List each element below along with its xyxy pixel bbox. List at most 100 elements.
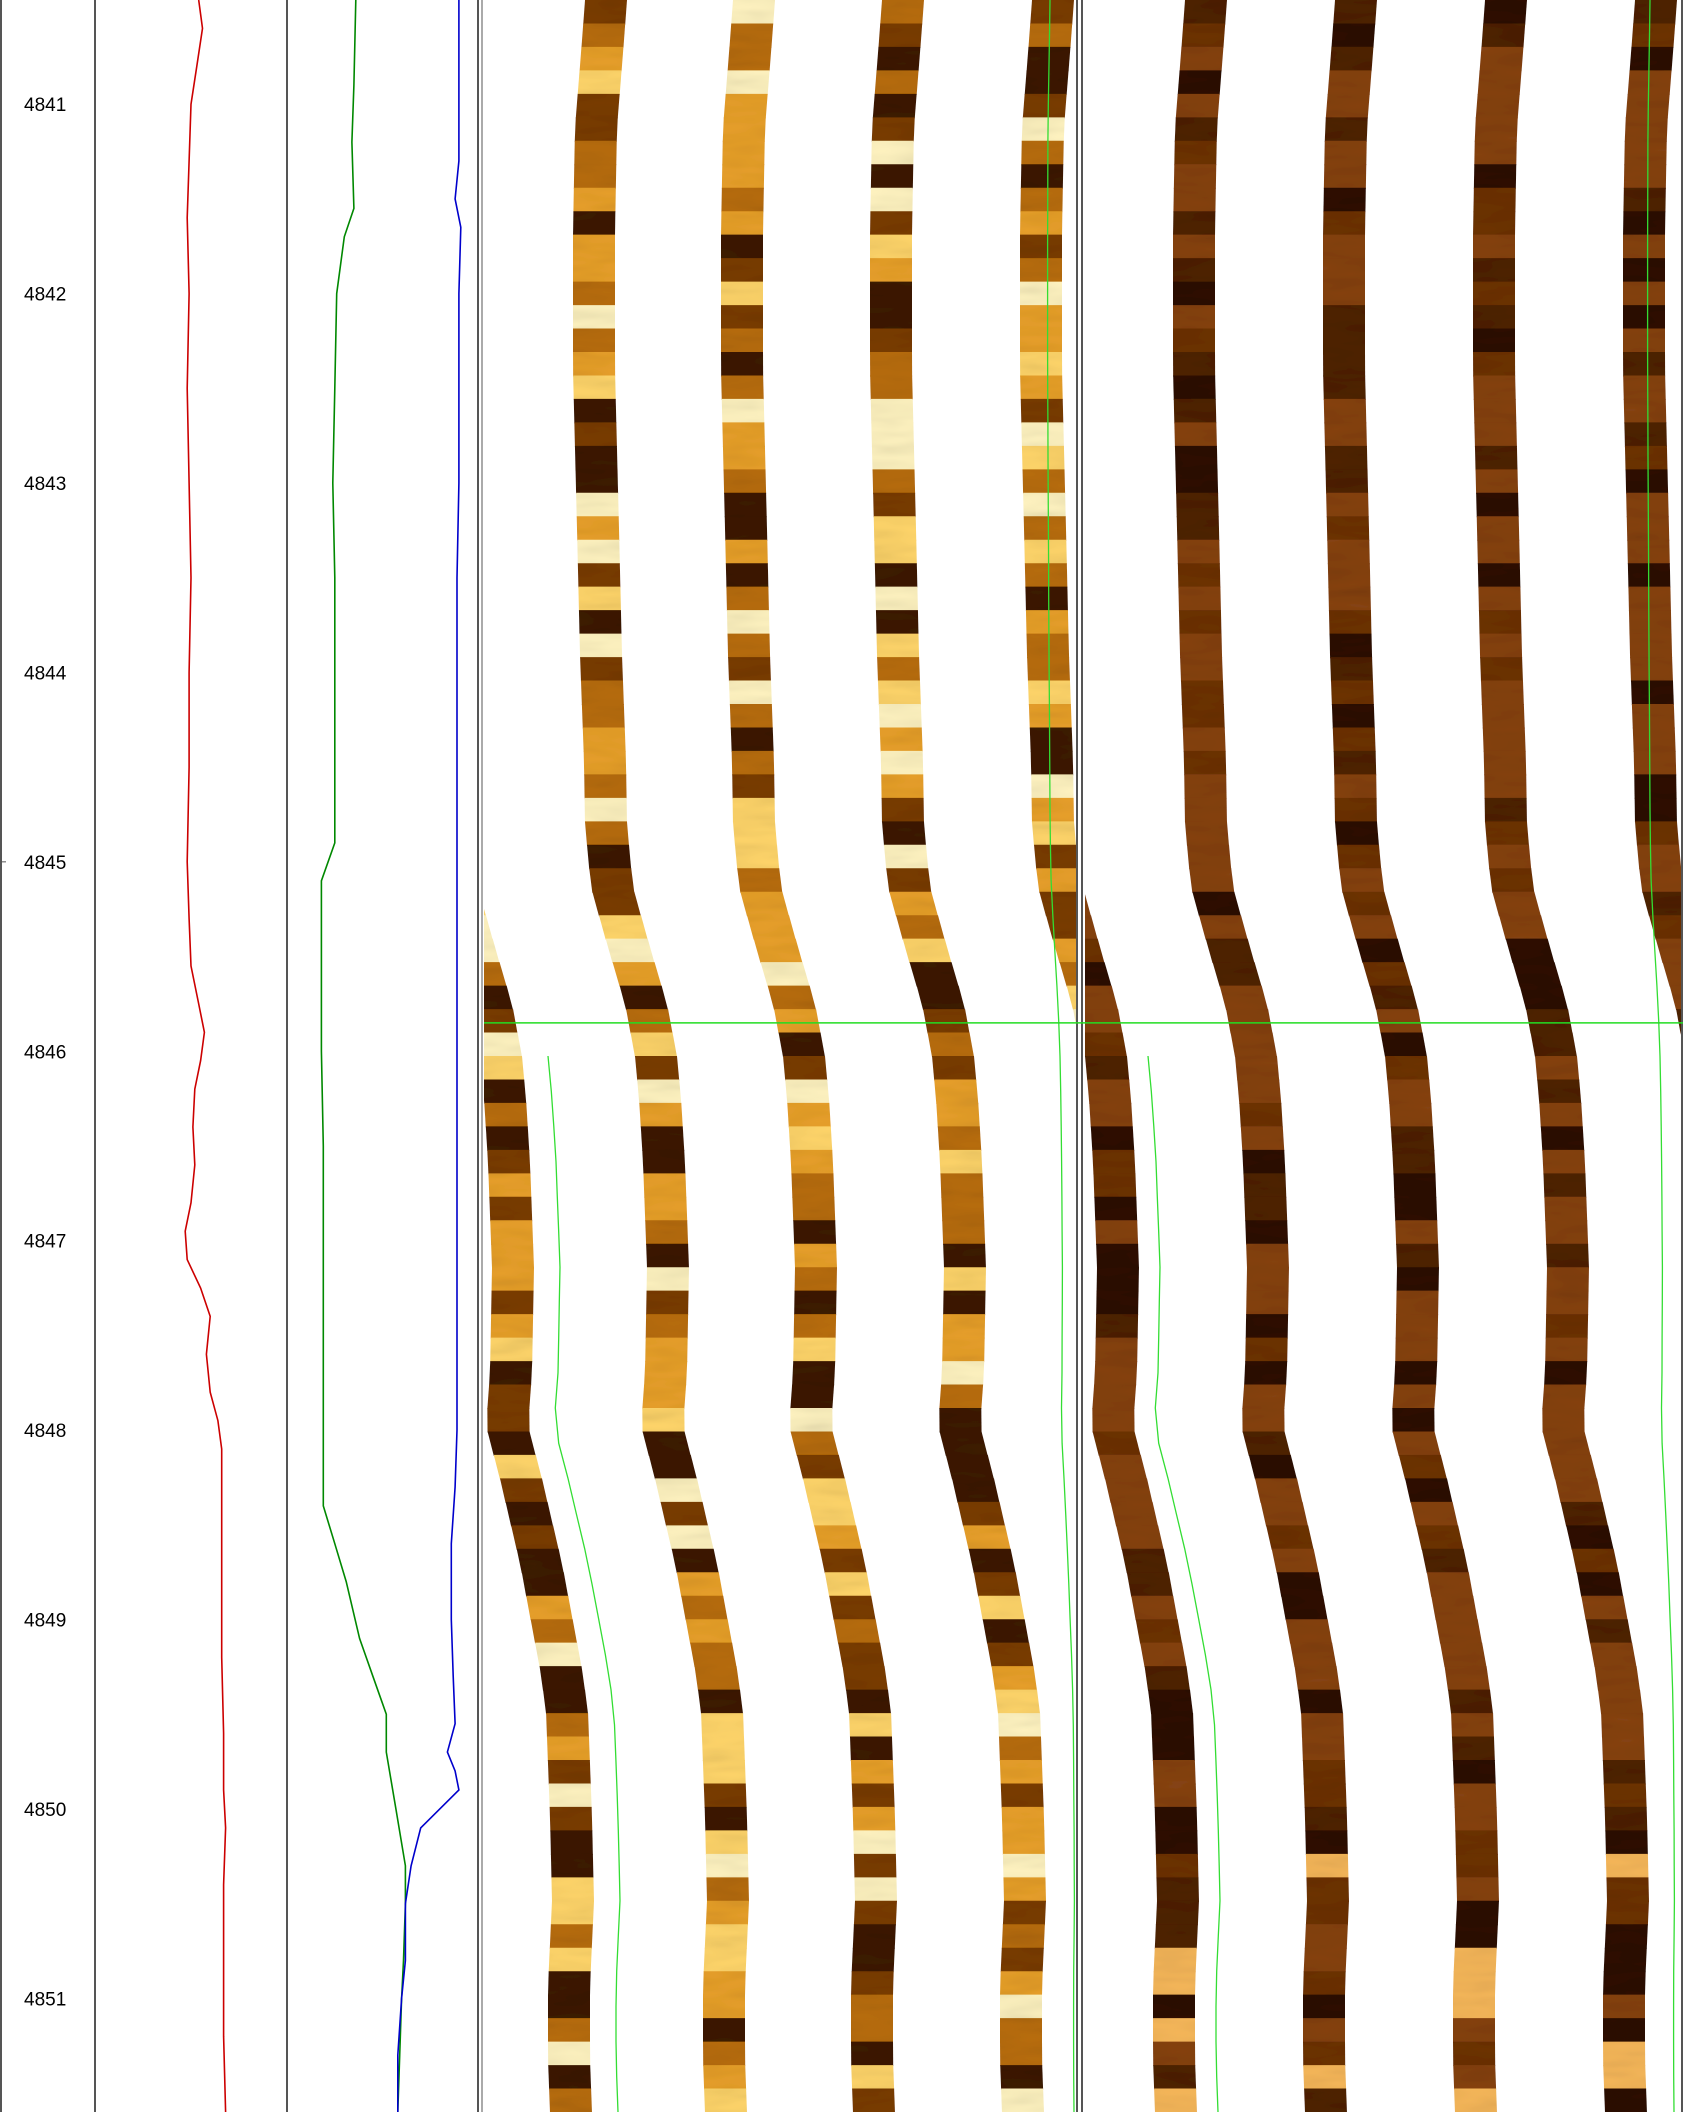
image-pad-segment [1245, 1337, 1288, 1363]
image-pad-segment [648, 1454, 697, 1480]
image-pad-segment [575, 469, 619, 494]
image-pad-segment [1662, 962, 1683, 987]
image-pad-segment [419, 399, 462, 423]
image-pad-segment [573, 164, 617, 189]
image-pad-segment [1480, 657, 1523, 682]
image-pad-segment [1548, 1454, 1597, 1480]
image-pad-segment [1095, 1337, 1138, 1363]
image-pad-segment [1476, 492, 1519, 518]
image-pad-segment [418, 188, 460, 212]
image-pad-segment [1001, 1806, 1045, 1832]
image-pad-segment [1624, 422, 1667, 447]
image-pad-segment [871, 117, 915, 142]
image-track-2 [1085, 0, 1683, 2112]
image-pad-segment [1454, 2088, 1497, 2112]
image-pad-segment [1000, 2065, 1044, 2090]
image-pad-segment [793, 1220, 837, 1245]
image-pad-segment [1394, 1361, 1438, 1386]
image-pad-segment [1140, 1642, 1187, 1668]
image-pad-segment [1451, 1713, 1494, 1738]
image-pad-segment [1669, 985, 1683, 1011]
image-pad-segment [881, 797, 924, 823]
image-pad-segment [1603, 1947, 1647, 1973]
image-pad-segment [1153, 1971, 1196, 1996]
image-pad-segment [1623, 211, 1666, 236]
image-pad-segment [1655, 938, 1683, 964]
image-pad-segment [1192, 891, 1241, 917]
curve-3 [396, 0, 462, 2112]
image-pad-segment [909, 962, 959, 987]
image-pad-segment [643, 1173, 687, 1198]
image-pad-segment [1324, 445, 1368, 471]
image-pad-segment [876, 633, 920, 659]
image-pad-segment [878, 704, 922, 729]
image-pad-segment [732, 797, 775, 823]
image-pad-segment [1624, 117, 1668, 142]
image-pad-segment [725, 539, 768, 565]
image-pad-segment [1325, 93, 1370, 119]
image-pad-segment [1634, 774, 1677, 799]
image-pad-segment [1304, 2088, 1347, 2112]
depth-tick-label: 4846 [24, 1042, 66, 1063]
image-pad-segment [849, 1713, 892, 1738]
image-pad-segment [896, 915, 945, 940]
image-pad-segment [640, 1126, 685, 1151]
image-pad-segment [646, 1267, 689, 1292]
image-pad-segment [939, 1431, 988, 1456]
image-pad-segment [808, 1501, 857, 1527]
image-pad-segment [487, 1149, 531, 1175]
image-pad-segment [642, 1149, 686, 1175]
image-pad-segment [489, 1361, 533, 1386]
image-pad-segment [579, 46, 624, 72]
image-pad-segment [725, 563, 769, 588]
image-pad-segment [1131, 1595, 1178, 1621]
image-pad-segment [1333, 0, 1377, 25]
image-pad-segment [546, 1736, 590, 1761]
image-pad-segment [1179, 46, 1224, 72]
image-pad-segment [1637, 844, 1682, 870]
image-pad-segment [1237, 1079, 1282, 1104]
curve-line-1 [184, 0, 227, 2112]
image-pad-segment [645, 1220, 689, 1245]
image-pad-segment [731, 750, 775, 776]
image-pad-segment [875, 610, 919, 635]
image-pad-segment [1349, 915, 1398, 940]
image-pad-segment [1154, 1806, 1198, 1832]
image-pad-segment [851, 1971, 894, 1996]
image-pad-segment [939, 1149, 983, 1175]
image-pad-segment [721, 234, 763, 260]
image-pad-segment [1629, 46, 1674, 72]
image-pad-segment [1184, 821, 1229, 846]
image-pad-segment [1093, 1173, 1137, 1198]
image-pad-segment [619, 985, 669, 1011]
image-pad-segment [1334, 821, 1379, 846]
image-pad-segment [1623, 352, 1666, 377]
image-pad-segment [1031, 774, 1074, 799]
image-pad-segment [704, 1806, 748, 1832]
image-pad-segment [1244, 1196, 1288, 1222]
image-pad-segment [881, 774, 924, 799]
image-pad-segment [1028, 704, 1072, 729]
image-pad-segment [1484, 821, 1529, 846]
image-pad-segment [849, 1736, 893, 1761]
image-pad-segment [639, 1102, 683, 1128]
image-pad-segment [1303, 2018, 1345, 2043]
image-pad-segment [939, 1408, 982, 1433]
image-pad-segment [491, 1267, 534, 1292]
image-pad-segment [1545, 1220, 1589, 1245]
image-pad-segment [430, 821, 474, 845]
image-pad-segment [1392, 1384, 1437, 1409]
image-pad-segment [870, 187, 913, 213]
image-pad-segment [1025, 586, 1068, 612]
image-pad-segment [1473, 305, 1515, 330]
image-pad-segment [543, 1689, 589, 1715]
image-pad-segment [851, 2041, 894, 2067]
image-pad-segment [936, 1102, 980, 1128]
image-pad-segment [1155, 1853, 1199, 1879]
image-pad-segment [490, 1314, 534, 1339]
image-pad-segment [487, 1384, 532, 1409]
image-pad-segment [1000, 1783, 1044, 1808]
image-pad-segment [792, 1196, 836, 1222]
image-pad-segment [1021, 422, 1064, 447]
image-pad-segment [1156, 1877, 1199, 1902]
